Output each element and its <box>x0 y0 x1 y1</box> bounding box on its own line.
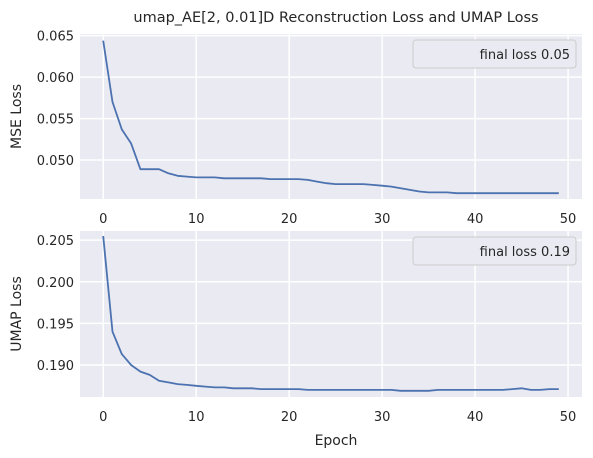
subplot-umap: 0 10 20 30 40 50 0.190 0.195 0.200 0.205 UMAP Lo… <box>9 231 582 425</box>
umap-loss-line <box>102 235 559 392</box>
mse-x-tick-labels: 0 10 20 30 40 50 <box>99 212 576 227</box>
mse-y-tick-label: 0.060 <box>37 71 74 86</box>
umap-x-tick-label: 20 <box>281 410 298 425</box>
mse-y-axis-label: MSE Loss <box>9 84 25 149</box>
umap-y-tick-labels: 0.190 0.195 0.200 0.205 <box>37 234 74 374</box>
umap-loss-series <box>102 235 559 392</box>
mse-legend-label: final loss 0.05 <box>480 48 570 63</box>
umap-legend-box <box>412 236 577 266</box>
mse-loss-series <box>102 40 559 195</box>
umap-legend-label: final loss 0.19 <box>480 245 570 260</box>
mse-x-tick-label: 20 <box>281 212 298 227</box>
umap-x-tick-label: 50 <box>560 410 577 425</box>
mse-x-tick-label: 10 <box>188 212 205 227</box>
umap-x-tick-label: 30 <box>374 410 391 425</box>
umap-x-tick-label: 0 <box>99 410 107 425</box>
umap-y-tick-label: 0.205 <box>37 234 74 249</box>
mse-legend-box <box>412 39 577 69</box>
umap-x-tick-labels: 0 10 20 30 40 50 <box>99 410 576 425</box>
umap-x-tick-label: 10 <box>188 410 205 425</box>
umap-grid <box>80 231 582 397</box>
mse-x-tick-label: 30 <box>374 212 391 227</box>
mse-y-tick-label: 0.065 <box>37 30 74 45</box>
umap-y-tick-label: 0.200 <box>37 276 74 291</box>
umap-y-tick-label: 0.190 <box>37 359 74 374</box>
figure-title: umap_AE[2, 0.01]D Reconstruction Loss an… <box>133 10 538 26</box>
umap-x-tick-label: 40 <box>467 410 484 425</box>
mse-x-tick-label: 40 <box>467 212 484 227</box>
mse-y-tick-labels: 0.050 0.055 0.060 0.065 <box>37 30 74 169</box>
mse-y-tick-label: 0.055 <box>37 113 74 128</box>
mse-legend: final loss 0.05 <box>412 39 577 69</box>
subplot-mse: 0 10 20 30 40 50 0.050 0.055 0.060 0.065 MSE Los… <box>9 30 582 227</box>
mse-loss-line <box>102 40 559 195</box>
mse-x-tick-label: 50 <box>560 212 577 227</box>
umap-legend: final loss 0.19 <box>412 236 577 266</box>
mse-x-tick-label: 0 <box>99 212 107 227</box>
umap-y-axis-label: UMAP Loss <box>9 276 25 352</box>
x-axis-label: Epoch <box>315 433 358 449</box>
mse-y-tick-label: 0.050 <box>37 154 74 169</box>
umap-y-tick-label: 0.195 <box>37 317 74 332</box>
